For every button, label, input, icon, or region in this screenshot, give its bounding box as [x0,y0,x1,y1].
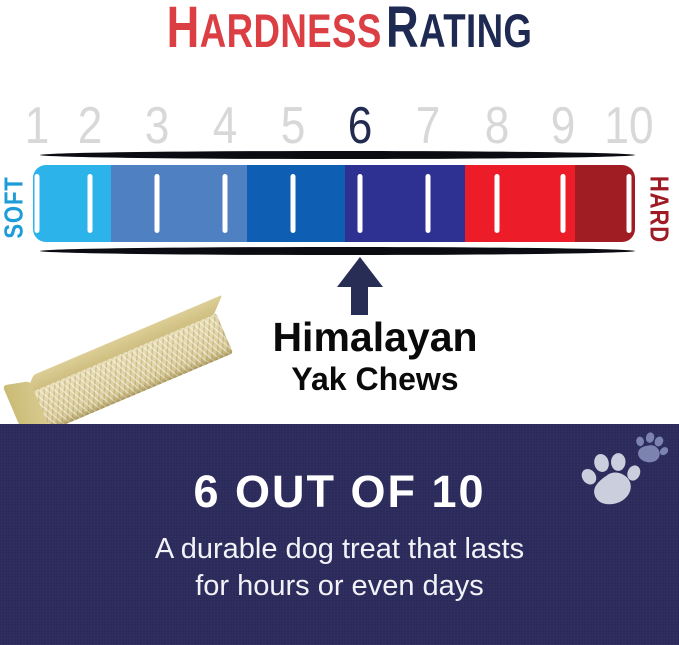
soft-label: SOFT [0,176,29,239]
scale-tick-9 [560,174,566,233]
product-name-line1: Himalayan [272,314,478,360]
hard-label: HARD [644,175,675,244]
rating-text: 6 OUT OF 10 [193,466,486,517]
scale-tick-5 [290,174,296,233]
scale-segment-level-1-2 [33,165,112,242]
scale-number-3: 3 [144,97,170,155]
scale-number-10: 10 [604,97,654,155]
arrow-head [336,257,383,287]
scale-tick-3 [154,174,160,233]
description-line2: for hours or even days [195,570,484,602]
description-line1: A durable dog treat that lasts [154,533,525,565]
scale-tick-8 [494,174,500,233]
scale-number-9: 9 [551,97,576,155]
arrow-stem [351,286,369,315]
scale-segment-level-6-7 [344,165,466,242]
footer-panel: 6 OUT OF 10 A durable dog treat that las… [0,424,679,645]
scale-tick-2 [87,174,93,233]
scale-number-5: 5 [280,97,306,155]
scale-tick-4 [222,174,228,233]
scale-tick-6 [357,174,363,233]
paw-icon-large [581,453,641,505]
product-name: Himalayan Yak Chews [255,314,495,397]
scale-segment-level-10 [574,165,635,242]
paw-icon-small [636,432,669,463]
scale-number-2: 2 [77,97,103,155]
scale-number-7: 7 [415,97,441,155]
scale-tick-7 [425,174,431,233]
yak-chew-stick [20,312,234,436]
title-word-hardness: HARDNESS [166,0,382,60]
title-word-rating: RATING [385,0,533,60]
scale-tick-1 [34,174,40,233]
hardness-scale: 1 2 3 4 5 6 7 8 9 10 SOFT HARD [0,97,675,321]
scale-outline-top [40,151,635,159]
scale-numbers: 1 2 3 4 5 6 7 8 9 10 [25,97,654,155]
scale-number-1: 1 [24,97,50,155]
page-title: HARDNESS RATING [0,2,679,57]
scale-bar [33,165,635,242]
scale-outline-bottom [40,247,635,255]
scale-segment-level-5 [246,165,345,242]
scale-number-6: 6 [347,97,373,155]
up-arrow-icon [336,257,383,315]
scale-segment-level-8-9 [465,165,575,242]
product-name-line2: Yak Chews [291,361,459,397]
description: A durable dog treat that lasts for hours… [0,531,679,605]
scale-number-4: 4 [212,97,238,155]
scale-number-8: 8 [484,97,509,155]
scale-tick-10 [626,174,632,233]
pointer-layer [33,257,635,321]
